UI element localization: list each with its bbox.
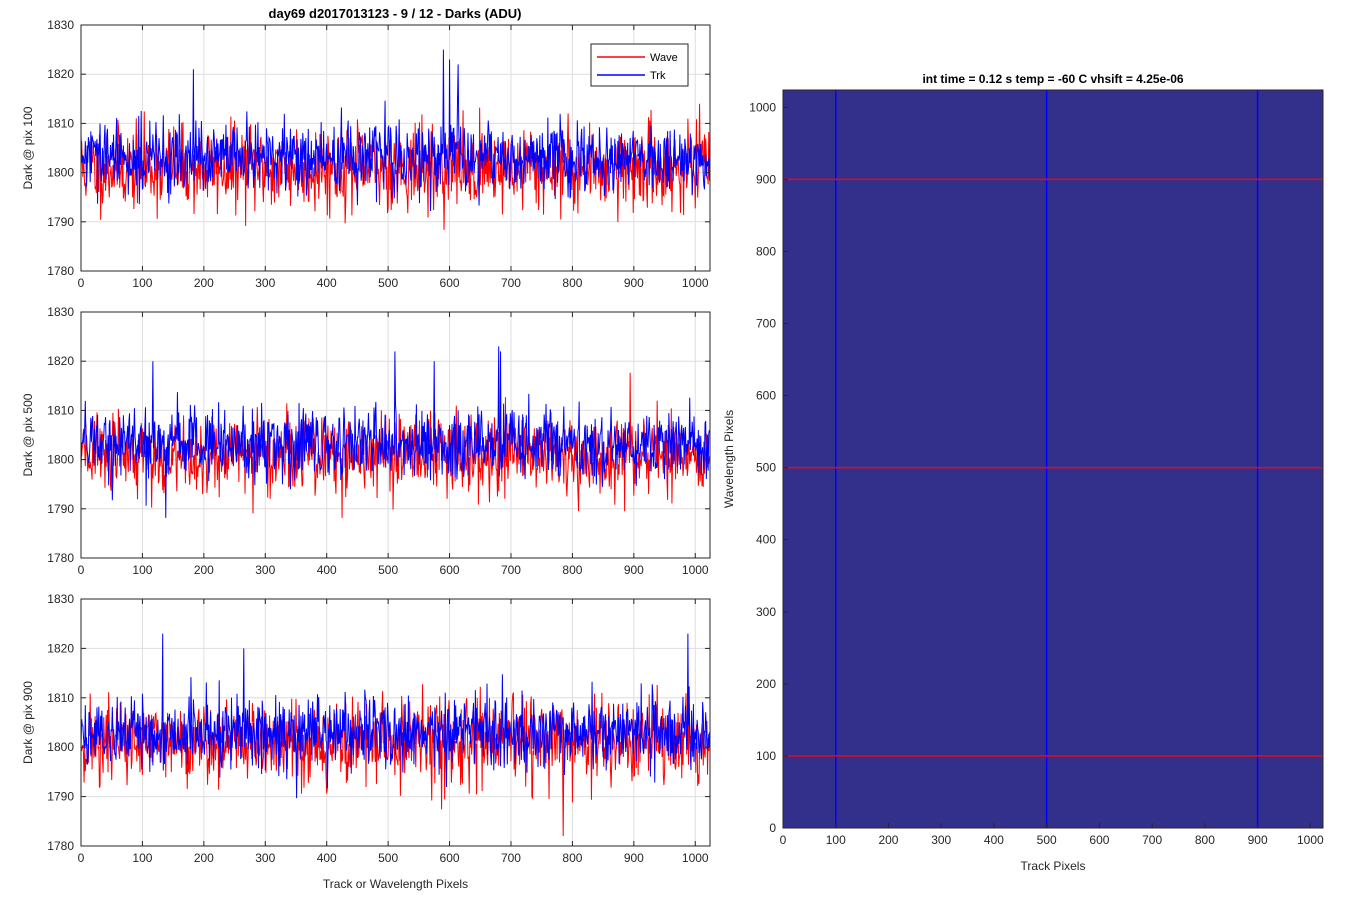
y-tick-label: 1830 (47, 18, 74, 32)
x-tick-label: 400 (317, 563, 337, 577)
x-tick-label: 100 (132, 851, 152, 865)
x-tick-label: 300 (255, 851, 275, 865)
x-tick-label: 400 (317, 276, 337, 290)
series-line-trk (81, 633, 710, 799)
x-tick-label: 100 (132, 276, 152, 290)
x-tick-label: 500 (1037, 833, 1057, 847)
x-tick-label: 400 (317, 851, 337, 865)
y-tick-label: 1790 (47, 502, 74, 516)
axes-frame (782, 89, 1324, 829)
x-tick-label: 900 (624, 563, 644, 577)
y-tick-label: 1820 (47, 354, 74, 368)
x-tick-label: 400 (984, 833, 1004, 847)
x-tick-label: 700 (1142, 833, 1162, 847)
legend-box (590, 43, 689, 87)
y-tick-label: 300 (756, 605, 776, 619)
x-tick-label: 300 (931, 833, 951, 847)
y-tick-label: 1800 (47, 453, 74, 467)
y-tick-label: 800 (756, 244, 776, 258)
x-tick-label: 100 (826, 833, 846, 847)
series-line-trk (81, 346, 710, 518)
x-tick-label: 0 (78, 851, 85, 865)
x-tick-label: 300 (255, 276, 275, 290)
x-tick-label: 500 (378, 851, 398, 865)
image-dark-frame: 0 100 200 300 400 500 600 700 800 900 1000 0 100 200 3… (722, 72, 1324, 873)
legend-label-trk: Trk (650, 70, 666, 82)
y-tick-label: 1790 (47, 215, 74, 229)
x-tick-label: 600 (440, 276, 460, 290)
x-tick-label: 700 (501, 276, 521, 290)
series-line-trk (81, 49, 710, 212)
x-tick-label: 1000 (682, 563, 709, 577)
figure-title: day69 d2017013123 - 9 / 12 - Darks (ADU) (269, 6, 522, 21)
y-tick-label: 0 (769, 821, 776, 835)
x-tick-label: 800 (562, 563, 582, 577)
x-tick-label: 300 (255, 563, 275, 577)
y-tick-label: 1810 (47, 116, 74, 130)
y-tick-label: 700 (756, 317, 776, 331)
legend-label-wave: Wave (650, 52, 678, 64)
x-tick-label: 600 (440, 851, 460, 865)
y-tick-label: 100 (756, 749, 776, 763)
x-tick-label: 600 (440, 563, 460, 577)
axes-frame (80, 311, 711, 559)
x-tick-label: 500 (378, 276, 398, 290)
y-tick-label: 1830 (47, 305, 74, 319)
y-tick-label: 1820 (47, 67, 74, 81)
image-title: int time = 0.12 s temp = -60 C vhsift = … (922, 72, 1183, 86)
x-tick-label: 200 (194, 563, 214, 577)
x-tick-label: 500 (378, 563, 398, 577)
axes-frame (80, 598, 711, 847)
x-tick-label: 1000 (682, 276, 709, 290)
y-tick-label: 1810 (47, 691, 74, 705)
x-tick-label: 700 (501, 563, 521, 577)
y-tick-label: 600 (756, 389, 776, 403)
x-tick-label: 100 (132, 563, 152, 577)
x-tick-label: 900 (624, 851, 644, 865)
x-tick-label: 200 (194, 276, 214, 290)
x-axis-label: Track or Wavelength Pixels (323, 877, 468, 891)
x-tick-label: 900 (624, 276, 644, 290)
y-axis-label: Dark @ pix 100 (21, 106, 35, 189)
y-tick-label: 1780 (47, 839, 74, 853)
y-tick-label: 200 (756, 677, 776, 691)
y-tick-label: 900 (756, 172, 776, 186)
y-axis-label: Wavelength Pixels (722, 410, 736, 508)
plot-dark-pix-500: 0 100 200 300 400 500 600 700 800 900 1000 1780 1790… (21, 305, 711, 577)
x-tick-label: 900 (1248, 833, 1268, 847)
x-tick-label: 1000 (682, 851, 709, 865)
y-tick-label: 1780 (47, 551, 74, 565)
y-tick-label: 500 (756, 461, 776, 475)
y-tick-label: 1800 (47, 166, 74, 180)
plot-dark-pix-900: 0 100 200 300 400 500 600 700 800 900 1000 1780 1790… (21, 592, 711, 891)
x-tick-label: 800 (1195, 833, 1215, 847)
x-tick-label: 600 (1089, 833, 1109, 847)
x-tick-label: 800 (562, 276, 582, 290)
x-tick-label: 0 (78, 276, 85, 290)
image-background (783, 90, 1323, 828)
y-axis-label: Dark @ pix 900 (21, 681, 35, 764)
y-tick-label: 1810 (47, 403, 74, 417)
y-tick-label: 1000 (749, 100, 776, 114)
x-tick-label: 700 (501, 851, 521, 865)
y-tick-label: 1800 (47, 740, 74, 754)
x-tick-label: 1000 (1297, 833, 1324, 847)
y-tick-label: 1780 (47, 264, 74, 278)
y-tick-label: 1790 (47, 790, 74, 804)
x-tick-label: 0 (78, 563, 85, 577)
x-tick-label: 800 (562, 851, 582, 865)
x-axis-label: Track Pixels (1021, 859, 1086, 873)
x-tick-label: 200 (194, 851, 214, 865)
x-tick-label: 200 (878, 833, 898, 847)
y-tick-label: 400 (756, 533, 776, 547)
y-tick-label: 1820 (47, 641, 74, 655)
y-tick-label: 1830 (47, 592, 74, 606)
legend: Wave Trk (590, 43, 689, 87)
x-tick-label: 0 (780, 833, 787, 847)
axes-frame (80, 24, 711, 272)
y-axis-label: Dark @ pix 500 (21, 393, 35, 476)
